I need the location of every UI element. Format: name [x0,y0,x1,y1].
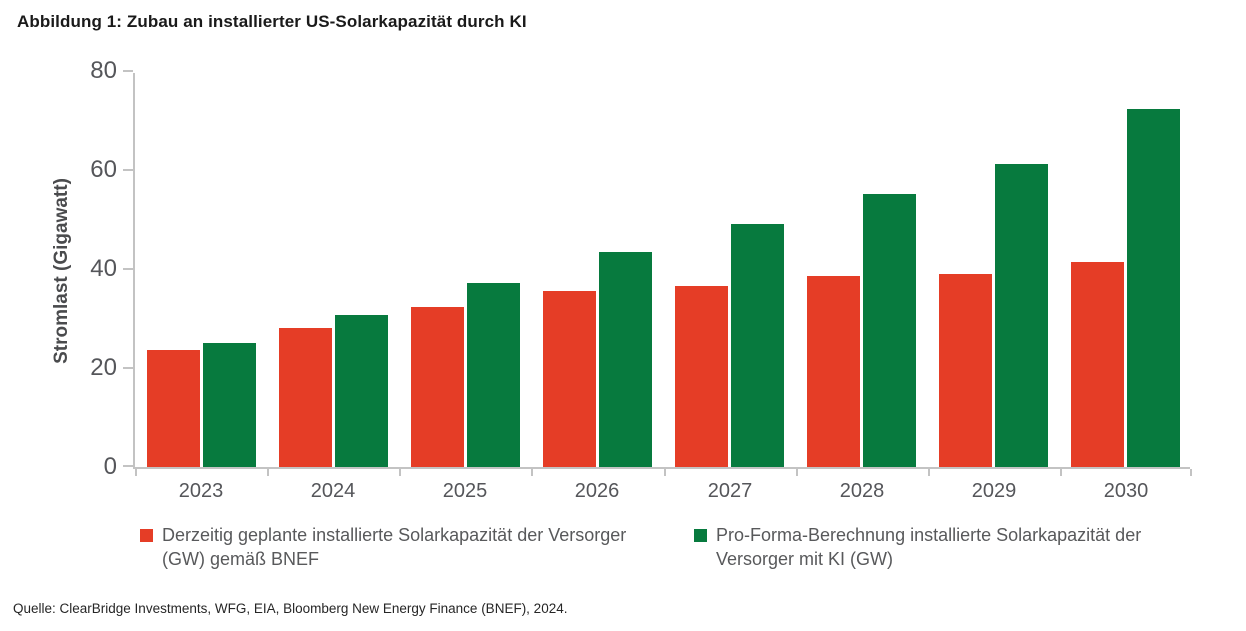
legend-label-line: Versorger mit KI (GW) [716,549,894,569]
y-axis-tick-label: 40 [90,255,117,282]
bar-proforma-2028 [863,194,916,467]
plot-area: 0 20 40 60 80 2023 2024 2025 2026 2027 2028 2029 203… [90,59,1192,502]
x-axis-label-2025: 2025 [442,480,488,502]
bar-proforma-2025 [467,283,520,467]
x-axis-label-2027: 2027 [707,480,753,502]
x-axis-tick [399,469,401,476]
legend-label-line: Pro-Forma-Berechnung installierte Solark… [716,525,1142,545]
x-axis-label-2026: 2026 [574,480,620,502]
legend-label: Pro-Forma-Berechnung installierte Solark… [716,523,1141,571]
x-axis-tick [267,469,269,476]
y-axis-tick-label: 0 [103,453,117,480]
y-axis-tick-label: 60 [90,156,117,183]
y-axis-tick [123,465,133,467]
y-axis-tick-label: 80 [90,57,117,84]
figure-title: Abbildung 1: Zubau an installierter US-S… [17,12,527,31]
y-axis-tick-label: 20 [90,354,117,381]
legend-item-proforma: Pro-Forma-Berechnung installierte Solark… [694,523,1141,571]
bar-proforma-2023 [203,343,256,467]
bar-planned-2026 [543,291,596,467]
x-axis-tick [531,469,533,476]
x-axis-tick [1060,469,1062,476]
bar-planned-2024 [279,328,332,467]
x-axis-tick [135,469,137,476]
legend-label-line: Derzeitig geplante installierte Solarkap… [162,525,627,545]
legend: Derzeitig geplante installierte Solarkap… [0,523,1246,579]
bar-planned-2028 [807,276,860,467]
bar-planned-2023 [147,350,200,467]
x-axis-label-2024: 2024 [310,480,356,502]
x-axis-tick [664,469,666,476]
bar-planned-2030 [1071,262,1124,467]
x-axis-label-2030: 2030 [1103,480,1149,502]
bar-proforma-2029 [995,164,1048,467]
bar-planned-2025 [411,307,464,467]
source-note: Quelle: ClearBridge Investments, WFG, EI… [13,601,568,616]
legend-label: Derzeitig geplante installierte Solarkap… [162,523,626,571]
x-axis-tick [1190,469,1192,476]
x-axis-label-2028: 2028 [839,480,885,502]
y-axis-tick [123,268,133,270]
x-axis-label-2029: 2029 [971,480,1017,502]
legend-label-line: (GW) gemäß BNEF [162,549,320,569]
x-axis-tick [796,469,798,476]
x-axis-tick [928,469,930,476]
bar-proforma-2024 [335,315,388,467]
y-axis-tick [123,70,133,72]
bar-proforma-2030 [1127,109,1180,467]
bar-planned-2029 [939,274,992,467]
bar-proforma-2026 [599,252,652,467]
bar-proforma-2027 [731,224,784,467]
x-axis-label-2023: 2023 [178,480,224,502]
bar-planned-2027 [675,286,728,467]
y-axis-tick [123,169,133,171]
legend-item-planned: Derzeitig geplante installierte Solarkap… [140,523,626,571]
legend-swatch-icon [694,529,707,542]
legend-swatch-icon [140,529,153,542]
y-axis-tick [123,367,133,369]
